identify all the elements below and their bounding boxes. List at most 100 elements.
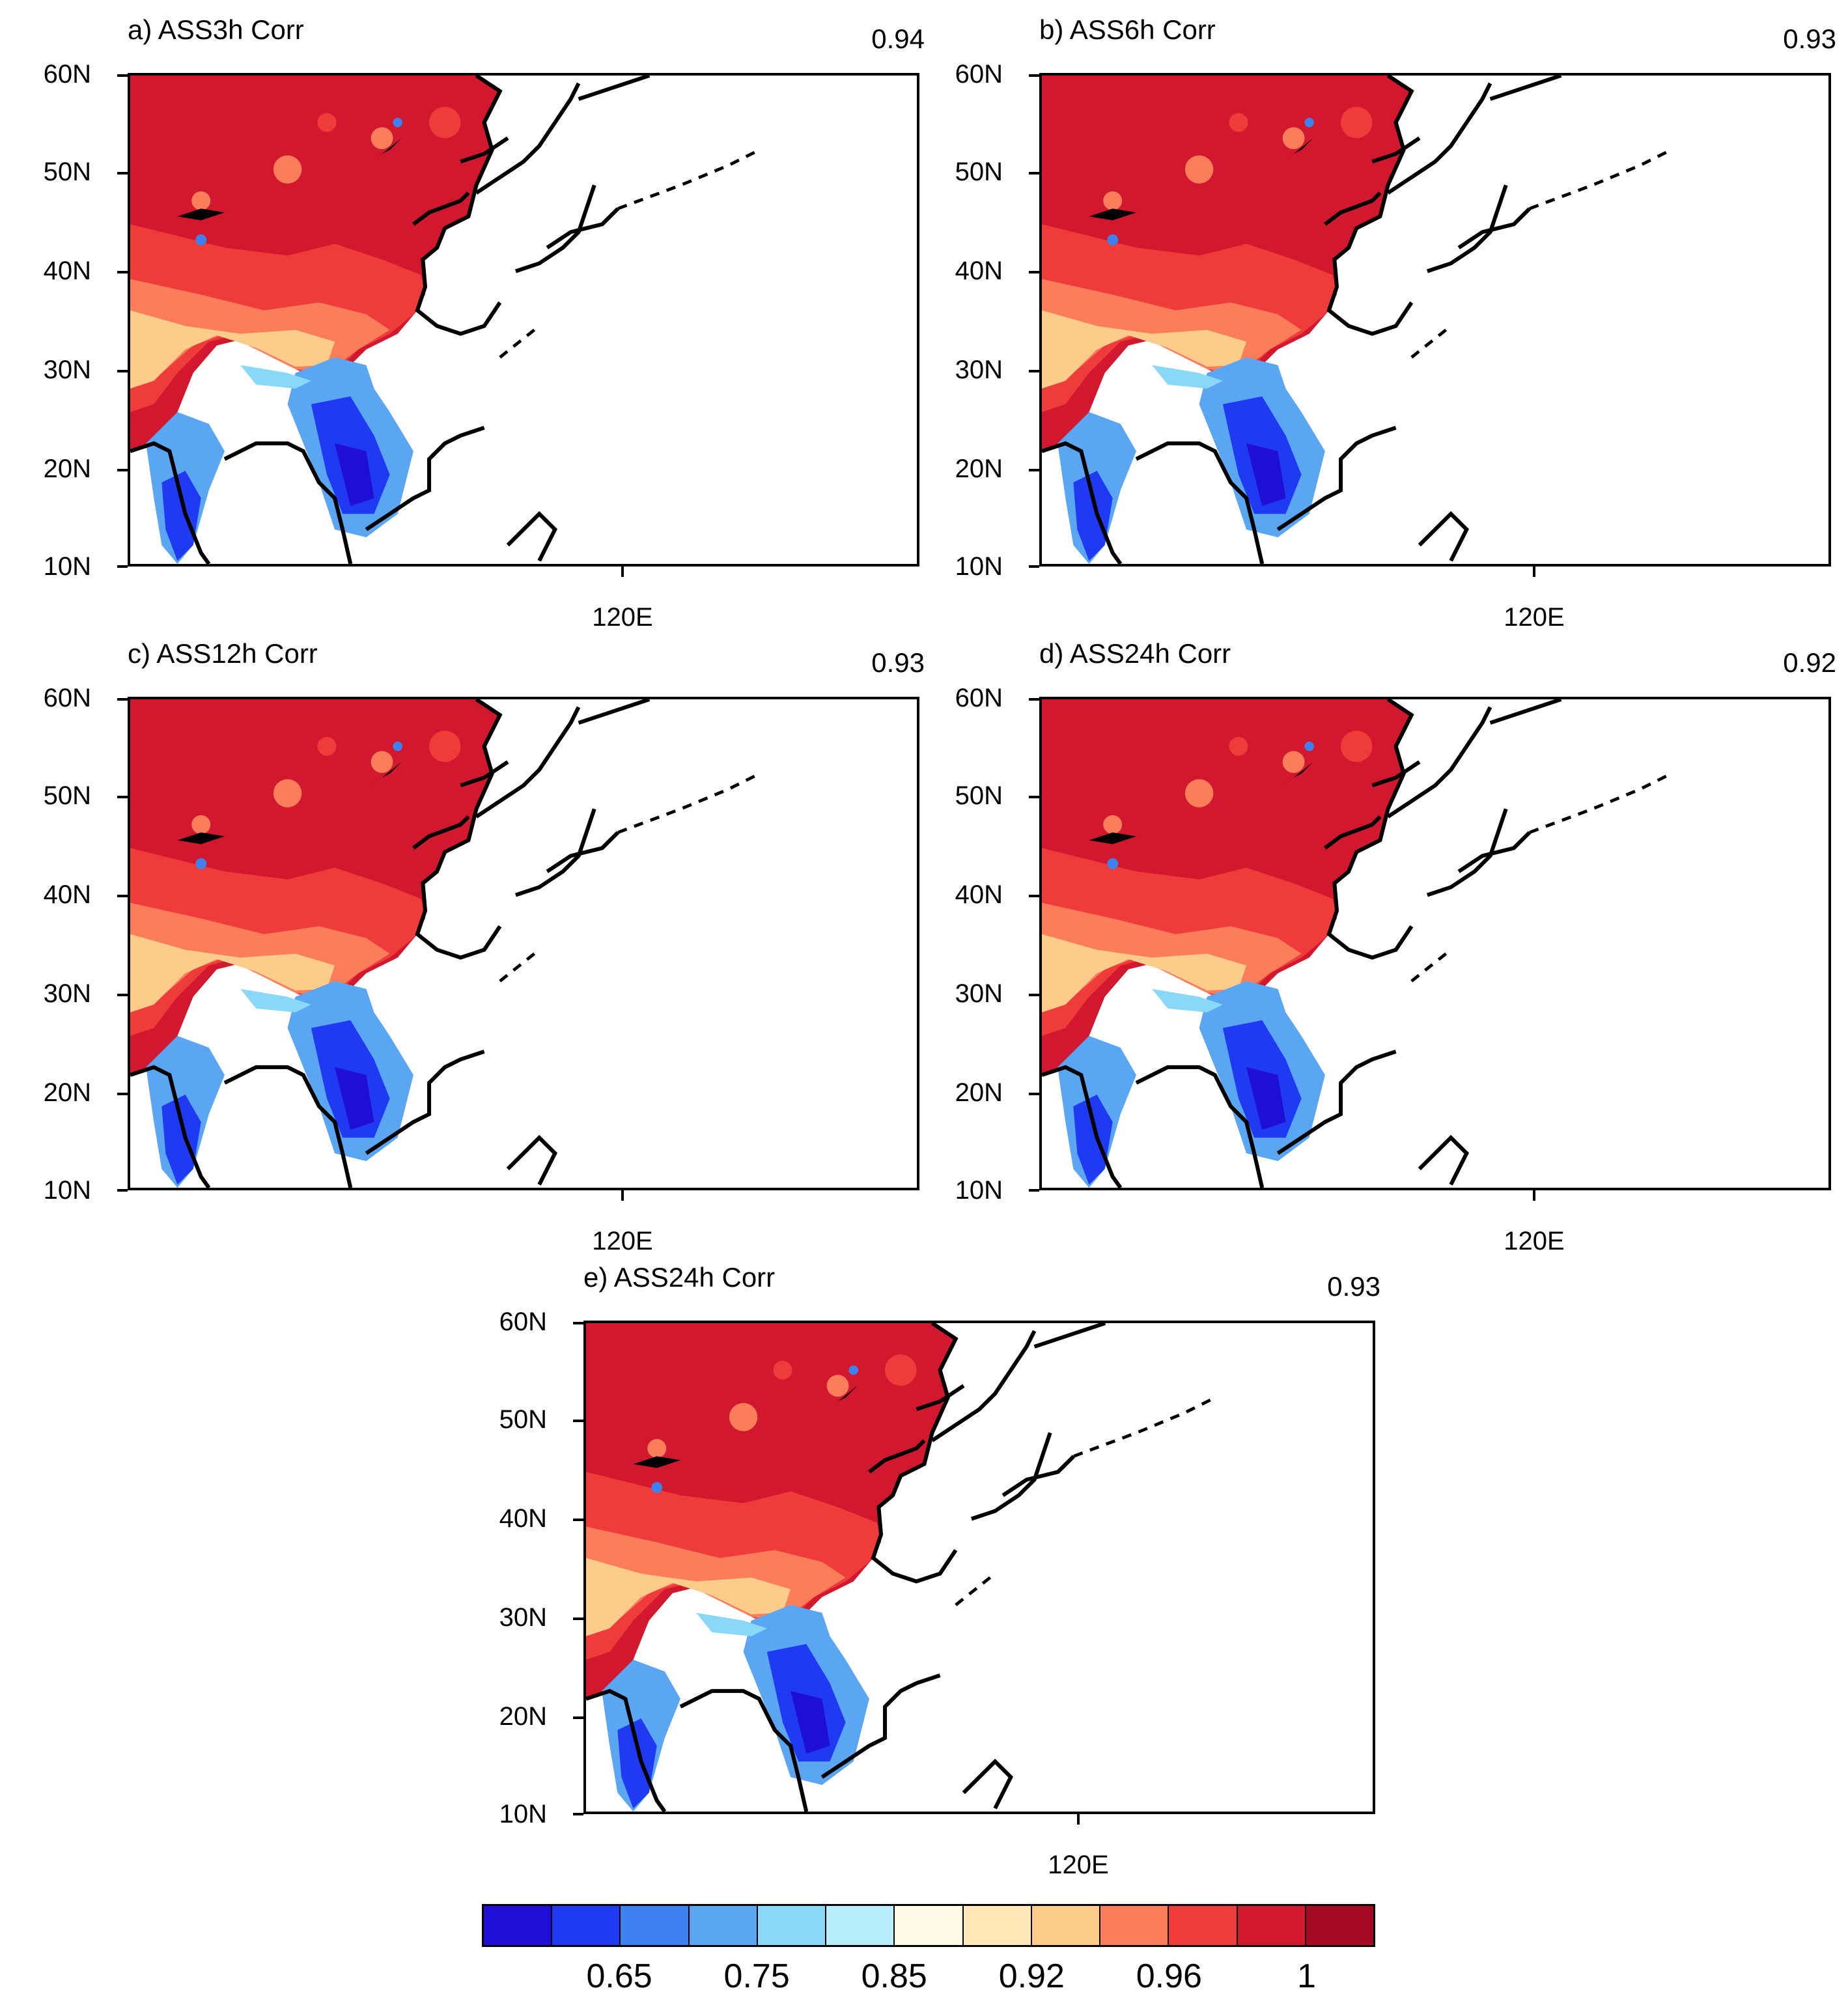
y-label: 60N (955, 60, 1003, 89)
map-plot (1039, 73, 1831, 567)
colorbar-segment (621, 1906, 690, 1945)
panel-title: e) ASS24h Corr (583, 1262, 776, 1293)
colorbar-segment (689, 1906, 758, 1945)
y-tick (117, 698, 128, 701)
y-tick (573, 1322, 583, 1324)
x-label: 120E (1048, 1851, 1109, 1879)
y-label: 10N (43, 552, 91, 581)
panel-title: a) ASS3h Corr (128, 14, 304, 45)
panel-value: 0.92 (1783, 647, 1836, 678)
y-label: 20N (955, 455, 1003, 483)
y-label: 10N (955, 552, 1003, 581)
colorbar (482, 1904, 1375, 1947)
panel-d: d) ASS24h Corr 0.92 60N 50N 40N 30N 20N … (912, 624, 1836, 1255)
y-label: 30N (955, 356, 1003, 384)
panel-a: a) ASS3h Corr 0.94 60N 50N 40N 30N 20N 1… (0, 0, 925, 632)
y-label: 20N (43, 1078, 91, 1107)
panel-title: b) ASS6h Corr (1039, 14, 1216, 45)
y-label: 30N (955, 979, 1003, 1008)
x-label: 120E (1504, 1227, 1565, 1255)
colorbar-label: 0.65 (586, 1957, 652, 1995)
y-tick (117, 370, 128, 372)
y-tick (573, 1617, 583, 1620)
colorbar-segment (1031, 1906, 1101, 1945)
y-tick (117, 895, 128, 897)
y-tick (1029, 1189, 1039, 1192)
panel-title: c) ASS12h Corr (128, 638, 318, 669)
panel-b: b) ASS6h Corr 0.93 60N 50N 40N 30N 20N 1… (912, 0, 1836, 632)
y-label: 60N (43, 684, 91, 712)
colorbar-segment (1237, 1906, 1306, 1945)
colorbar-segment (826, 1906, 895, 1945)
y-label: 40N (499, 1504, 547, 1533)
y-label: 10N (43, 1176, 91, 1205)
y-tick (1029, 895, 1039, 897)
y-label: 20N (955, 1078, 1003, 1107)
y-label: 50N (43, 781, 91, 810)
y-label: 30N (43, 979, 91, 1008)
y-label: 40N (43, 880, 91, 909)
y-tick (1029, 1093, 1039, 1095)
y-tick (573, 1420, 583, 1422)
x-tick (1077, 1814, 1080, 1825)
y-tick (117, 994, 128, 996)
colorbar-segment (895, 1906, 964, 1945)
colorbar-label: 0.92 (998, 1957, 1065, 1995)
panel-c: c) ASS12h Corr 0.93 60N 50N 40N 30N 20N … (0, 624, 925, 1255)
colorbar-segment (552, 1906, 621, 1945)
y-tick (573, 1519, 583, 1521)
panel-value: 0.94 (871, 23, 925, 54)
colorbar-label: 0.85 (861, 1957, 927, 1995)
map-plot (128, 697, 919, 1190)
y-tick (117, 796, 128, 798)
y-tick (117, 74, 128, 77)
colorbar-segment (484, 1906, 553, 1945)
y-label: 50N (955, 158, 1003, 186)
y-tick (117, 1189, 128, 1192)
colorbar-segment (1100, 1906, 1169, 1945)
colorbar-label: 1 (1296, 1957, 1316, 1995)
x-tick (621, 567, 624, 577)
y-label: 10N (955, 1176, 1003, 1205)
y-tick (1029, 698, 1039, 701)
y-tick (573, 1716, 583, 1719)
y-label: 60N (499, 1308, 547, 1336)
y-tick (1029, 74, 1039, 77)
colorbar-segment (1169, 1906, 1238, 1945)
y-tick (573, 1813, 583, 1815)
map-plot (583, 1321, 1375, 1814)
y-label: 40N (955, 257, 1003, 285)
y-tick (1029, 994, 1039, 996)
y-tick (117, 469, 128, 471)
panel-e: e) ASS24h Corr 0.93 60N 50N 40N 30N 20N … (456, 1248, 1380, 1879)
y-tick (1029, 271, 1039, 273)
y-tick (117, 565, 128, 568)
y-tick (1029, 172, 1039, 175)
y-label: 60N (43, 60, 91, 89)
x-label: 120E (592, 1227, 653, 1255)
y-label: 50N (499, 1405, 547, 1434)
panel-value: 0.93 (871, 647, 925, 678)
y-tick (117, 172, 128, 175)
y-tick (1029, 370, 1039, 372)
x-tick (621, 1190, 624, 1201)
y-tick (1029, 469, 1039, 471)
map-plot (128, 73, 919, 567)
x-tick (1533, 1190, 1535, 1201)
colorbar-segment (1306, 1906, 1374, 1945)
y-label: 10N (499, 1800, 547, 1828)
map-plot (1039, 697, 1831, 1190)
y-label: 40N (955, 880, 1003, 909)
panel-value: 0.93 (1327, 1271, 1380, 1302)
y-label: 20N (499, 1702, 547, 1731)
colorbar-segment (757, 1906, 827, 1945)
y-label: 20N (43, 455, 91, 483)
y-tick (1029, 565, 1039, 568)
y-label: 60N (955, 684, 1003, 712)
y-label: 30N (499, 1603, 547, 1632)
y-tick (117, 271, 128, 273)
panel-value: 0.93 (1783, 23, 1836, 54)
y-label: 50N (43, 158, 91, 186)
y-label: 30N (43, 356, 91, 384)
colorbar-segment (963, 1906, 1032, 1945)
